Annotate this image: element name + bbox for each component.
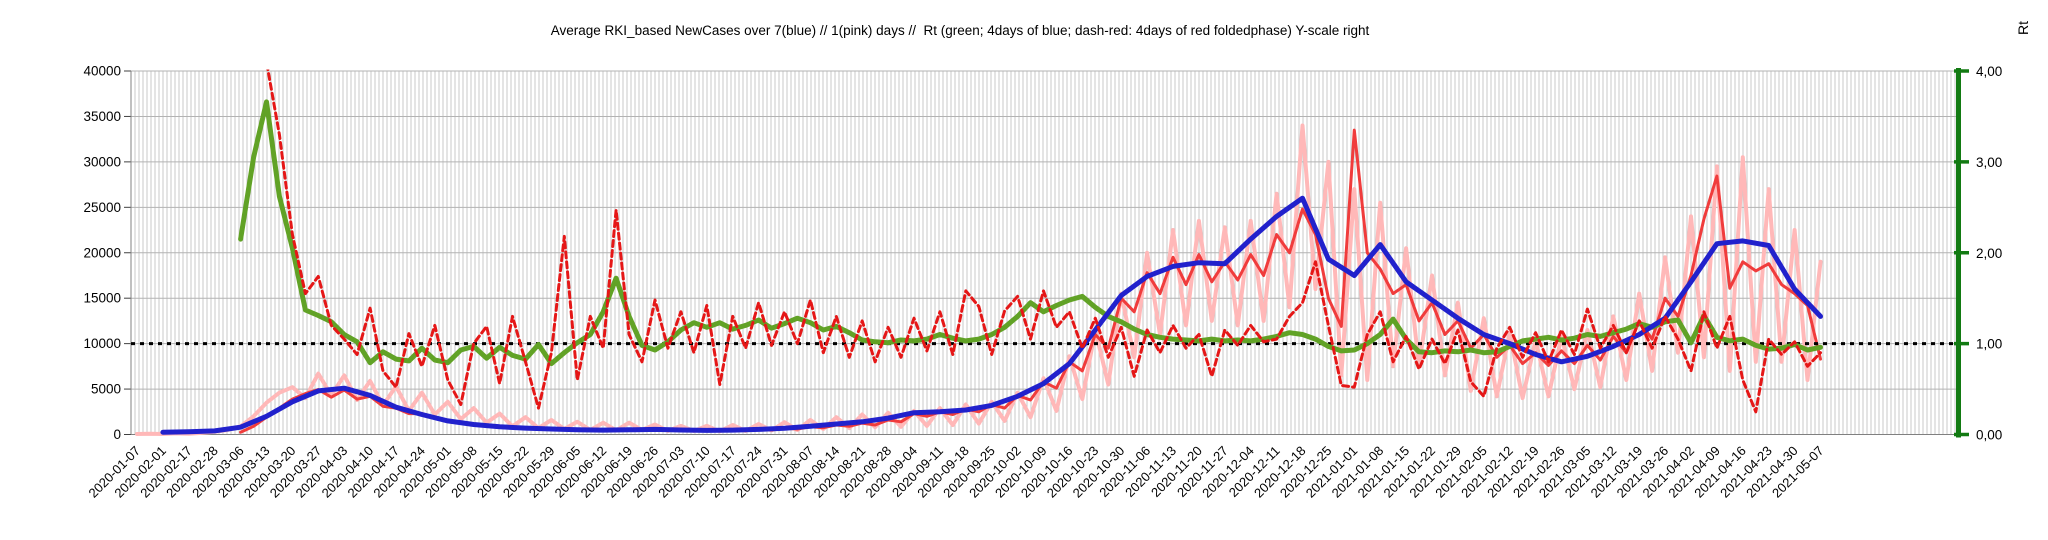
left-axis-tick-label: 10000	[83, 336, 121, 351]
series-rt-green	[238, 99, 1823, 367]
right-axis-tick-label: 2,00	[1976, 246, 2002, 261]
series-group	[131, 69, 1956, 436]
left-axis-tick-label: 15000	[83, 291, 121, 306]
series-rt-red-dash	[266, 69, 1822, 414]
left-axis-tick-label: 20000	[83, 245, 121, 260]
left-axis-tick-label: 40000	[83, 64, 121, 79]
right-axis-tick-label: 3,00	[1976, 155, 2002, 170]
right-axis-tick-label: 4,00	[1976, 64, 2002, 79]
chart-title: Average RKI_based NewCases over 7(blue) …	[550, 23, 1370, 38]
series-avg7-blue	[160, 195, 1823, 435]
right-axis-tick-label: 0,00	[1976, 428, 2002, 443]
left-axis-tick-label: 25000	[83, 200, 121, 215]
left-axis-tick-label: 5000	[91, 382, 121, 397]
left-axis-tick-label: 0	[113, 427, 121, 442]
right-axis-tick-label: 1,00	[1976, 337, 2002, 352]
left-axis-tick-label: 35000	[83, 109, 121, 124]
left-axis-tick-label: 30000	[83, 154, 121, 169]
